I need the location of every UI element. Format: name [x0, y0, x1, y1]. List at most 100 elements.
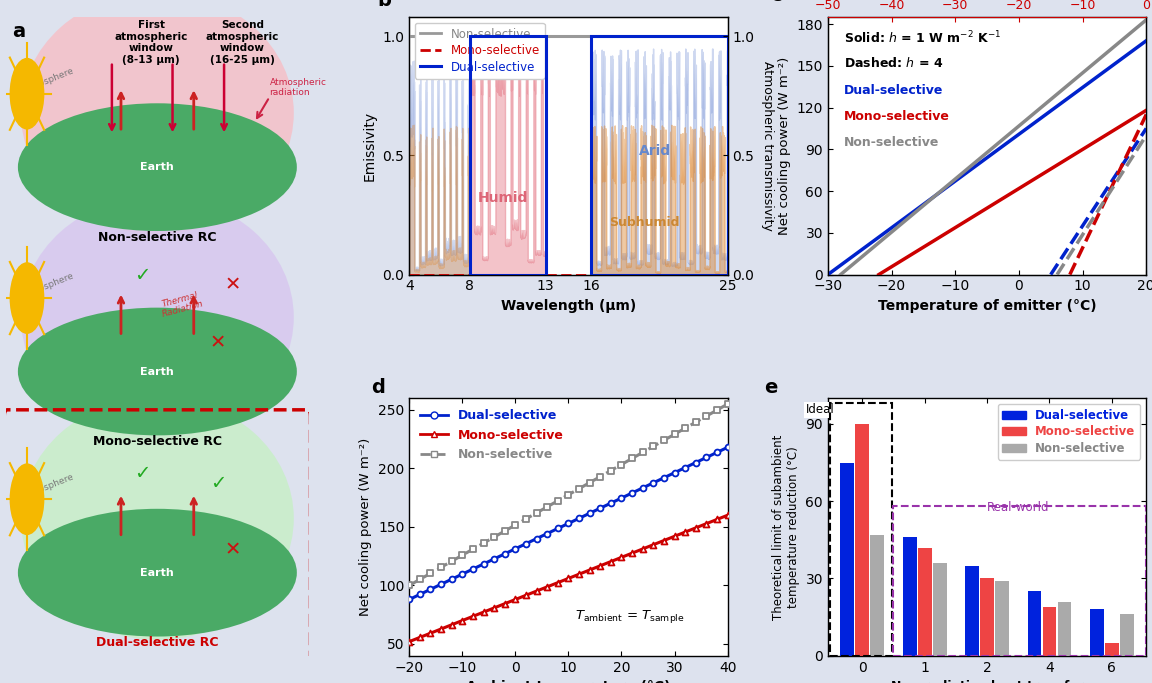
Point — [570, 569, 589, 580]
Point — [644, 441, 662, 452]
Point — [410, 589, 429, 600]
Circle shape — [10, 263, 44, 333]
Point — [528, 507, 546, 518]
Point — [400, 636, 418, 647]
Point — [464, 563, 483, 574]
Point — [495, 525, 514, 536]
Point — [495, 548, 514, 559]
Point — [644, 540, 662, 550]
Text: e: e — [764, 378, 778, 397]
Text: First
atmospheric
window
(8-13 μm): First atmospheric window (8-13 μm) — [114, 20, 188, 65]
Point — [676, 423, 695, 434]
Ellipse shape — [21, 397, 294, 640]
Point — [687, 457, 705, 468]
Point — [591, 471, 609, 482]
Point — [400, 594, 418, 605]
Point — [687, 522, 705, 533]
X-axis label: Wavelength (μm): Wavelength (μm) — [501, 299, 636, 313]
Point — [707, 404, 726, 415]
Bar — [1120, 615, 1134, 656]
Y-axis label: Theoretical limit of subambient
temperature reduction (°C): Theoretical limit of subambient temperat… — [772, 434, 799, 619]
Bar — [470, 36, 546, 275]
Point — [506, 520, 524, 531]
Text: Solid: $h$ = 1 W m$^{-2}$ K$^{-1}$: Solid: $h$ = 1 W m$^{-2}$ K$^{-1}$ — [843, 30, 1001, 46]
Point — [517, 514, 536, 525]
Point — [719, 442, 737, 453]
Point — [475, 607, 493, 617]
Point — [581, 477, 599, 488]
Text: ✕: ✕ — [210, 333, 226, 352]
Point — [453, 615, 471, 626]
Point — [570, 484, 589, 494]
Text: Second
atmospheric
window
(16-25 μm): Second atmospheric window (16-25 μm) — [205, 20, 279, 65]
Point — [422, 568, 440, 579]
Point — [612, 459, 630, 470]
Point — [432, 624, 450, 635]
Text: Thermal
Radiation: Thermal Radiation — [159, 290, 205, 320]
Point — [666, 429, 684, 440]
Text: ✕: ✕ — [225, 276, 242, 295]
Circle shape — [10, 464, 44, 534]
Bar — [1090, 609, 1104, 656]
Ellipse shape — [18, 307, 297, 435]
Point — [623, 488, 642, 499]
Point — [623, 453, 642, 464]
Point — [410, 574, 429, 585]
Bar — [918, 548, 932, 656]
Text: Atmosphere: Atmosphere — [21, 472, 75, 501]
Point — [453, 550, 471, 561]
Point — [644, 477, 662, 488]
Point — [719, 510, 737, 520]
Ellipse shape — [21, 0, 294, 234]
Point — [676, 527, 695, 538]
Text: Mono-selective: Mono-selective — [843, 110, 949, 123]
Text: Mono-selective RC: Mono-selective RC — [93, 435, 222, 448]
Point — [687, 417, 705, 428]
Point — [634, 544, 652, 555]
Text: ✓: ✓ — [134, 464, 151, 483]
Ellipse shape — [18, 103, 297, 231]
Point — [548, 523, 567, 534]
Point — [570, 513, 589, 524]
Bar — [995, 581, 1009, 656]
Ellipse shape — [21, 196, 294, 438]
Text: Dashed: $h$ = 4: Dashed: $h$ = 4 — [843, 56, 943, 70]
Point — [612, 492, 630, 503]
Point — [464, 544, 483, 555]
Point — [432, 562, 450, 573]
Text: Atmosphere: Atmosphere — [21, 66, 75, 96]
Bar — [840, 462, 854, 656]
Text: ✓: ✓ — [134, 266, 151, 285]
Text: Atmosphere: Atmosphere — [21, 271, 75, 300]
Point — [634, 482, 652, 493]
Point — [548, 495, 567, 506]
Text: Arid: Arid — [638, 143, 670, 158]
Bar — [1028, 591, 1041, 656]
Point — [591, 503, 609, 514]
Bar — [870, 535, 884, 656]
Text: Atmospheric
radiation: Atmospheric radiation — [270, 78, 326, 97]
Point — [591, 560, 609, 571]
Bar — [980, 579, 994, 656]
Point — [410, 632, 429, 643]
Point — [666, 531, 684, 542]
Point — [538, 501, 556, 512]
Bar — [855, 424, 869, 656]
Text: c: c — [771, 0, 782, 5]
Point — [453, 569, 471, 580]
Text: d: d — [371, 378, 385, 397]
Text: Real-world: Real-world — [987, 501, 1049, 514]
Point — [654, 473, 673, 484]
Point — [654, 535, 673, 546]
Bar — [470, 36, 546, 275]
Point — [697, 452, 715, 463]
Point — [422, 628, 440, 639]
Text: Ideal: Ideal — [805, 404, 834, 417]
Text: Earth: Earth — [141, 162, 174, 172]
X-axis label: Temperature of emitter (°C): Temperature of emitter (°C) — [878, 299, 1097, 313]
Circle shape — [10, 59, 44, 129]
Point — [612, 552, 630, 563]
Point — [634, 447, 652, 458]
Point — [666, 467, 684, 478]
Point — [485, 531, 503, 542]
